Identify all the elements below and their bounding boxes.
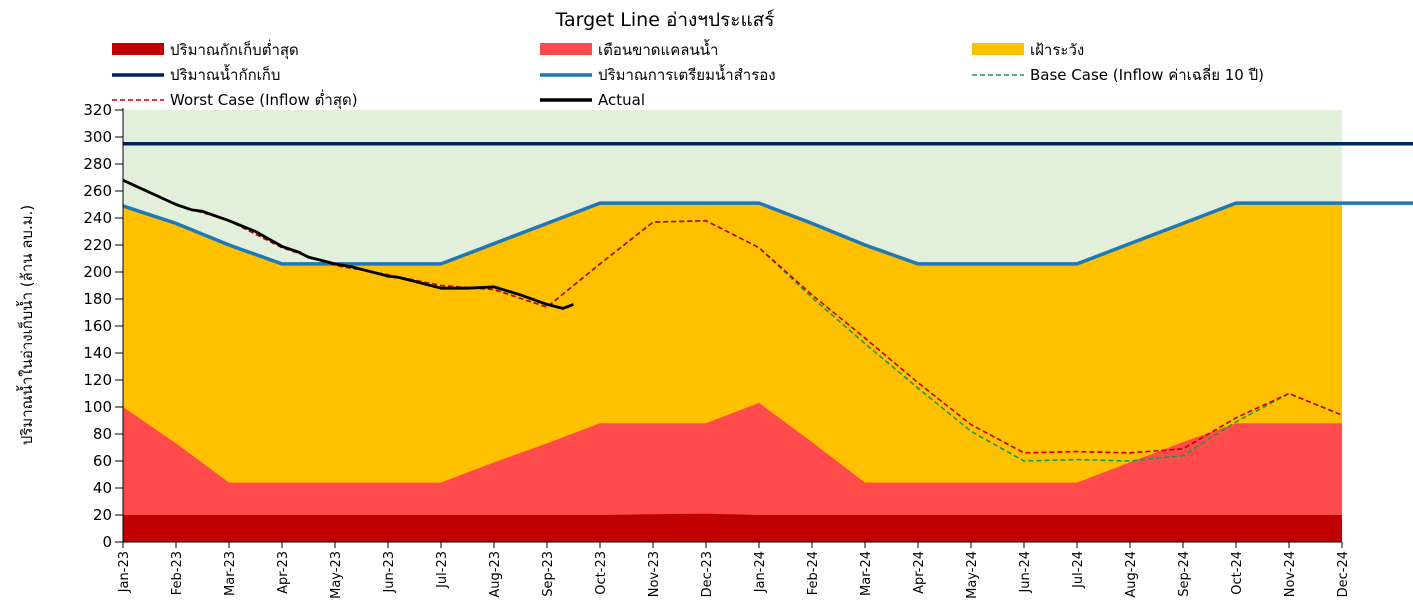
legend-swatch xyxy=(112,43,164,55)
legend-item-worst-case: Worst Case (Inflow ต่ำสุด) xyxy=(112,89,358,110)
y-tick-label: 140 xyxy=(83,344,112,362)
x-tick-label: Jun-23 xyxy=(382,551,397,594)
x-tick-label: Jan-23 xyxy=(117,551,132,593)
x-tick-label: Nov-23 xyxy=(647,551,662,597)
x-tick-label: Dec-23 xyxy=(700,551,715,597)
legend: ปริมาณกักเก็บต่ำสุด เตือนขาดแคลนน้ำ เฝ้าระ… xyxy=(112,39,1264,110)
legend-item-capacity: ปริมาณน้ำกักเก็บ xyxy=(112,64,280,84)
y-tick-label: 220 xyxy=(83,236,112,254)
x-tick-label: Aug-24 xyxy=(1124,551,1139,598)
x-tick-label: Apr-23 xyxy=(276,551,291,594)
x-tick-label: Apr-24 xyxy=(912,551,927,594)
line-actual xyxy=(122,178,574,310)
legend-label: Worst Case (Inflow ต่ำสุด) xyxy=(170,89,358,110)
x-tick-label: Nov-24 xyxy=(1283,551,1298,597)
x-tick-label: Sep-24 xyxy=(1177,551,1192,597)
y-axis: 0 20 40 60 80 100 120 140 160 180 200 220 240 260 280 3… xyxy=(83,101,124,551)
y-tick-label: 100 xyxy=(83,398,112,416)
chart-title: Target Line อ่างฯประแสร์ xyxy=(554,9,774,31)
x-tick-label: Jul-23 xyxy=(435,551,450,589)
legend-item-min-storage: ปริมาณกักเก็บต่ำสุด xyxy=(112,39,299,60)
legend-label: Actual xyxy=(598,91,645,109)
legend-swatch xyxy=(972,43,1024,55)
legend-label: ปริมาณน้ำกักเก็บ xyxy=(170,64,280,84)
x-tick-label: Feb-24 xyxy=(806,551,821,595)
x-tick-label: May-24 xyxy=(965,551,980,599)
legend-item-actual: Actual xyxy=(540,91,645,109)
x-tick-label: Dec-24 xyxy=(1336,551,1351,597)
y-tick-label: 120 xyxy=(83,371,112,389)
y-tick-label: 60 xyxy=(93,452,112,470)
y-tick-label: 260 xyxy=(83,182,112,200)
y-tick-label: 20 xyxy=(93,506,112,524)
y-tick-label: 320 xyxy=(83,101,112,119)
y-tick-label: 300 xyxy=(83,128,112,146)
legend-item-watch: เฝ้าระวัง xyxy=(972,41,1084,59)
y-tick-label: 240 xyxy=(83,209,112,227)
x-tick-label: Jan-24 xyxy=(753,551,768,593)
y-tick-label: 200 xyxy=(83,263,112,281)
area-watch xyxy=(123,203,1342,542)
y-tick-label: 40 xyxy=(93,479,112,497)
x-tick-label: Mar-23 xyxy=(223,551,238,596)
area-min-storage xyxy=(123,513,1342,542)
y-axis-label: ปริมาณน้ำในอ่างเก็บน้ำ (ล้าน ลบ.ม.) xyxy=(16,205,36,445)
legend-item-shortage-warning: เตือนขาดแคลนน้ำ xyxy=(540,39,718,59)
y-tick-label: 280 xyxy=(83,155,112,173)
x-axis: Jan-23 Feb-23 Mar-23 Apr-23 May-23 Jun-23 Jul-… xyxy=(117,541,1351,599)
legend-label: เฝ้าระวัง xyxy=(1030,41,1084,59)
x-tick-label: Aug-23 xyxy=(488,551,503,598)
legend-label: ปริมาณการเตรียมน้ำสำรอง xyxy=(598,64,776,84)
x-tick-label: Sep-23 xyxy=(541,551,556,597)
y-tick-label: 0 xyxy=(102,533,112,551)
x-tick-label: Oct-24 xyxy=(1230,551,1245,595)
legend-label: เตือนขาดแคลนน้ำ xyxy=(598,39,718,59)
y-tick-label: 160 xyxy=(83,317,112,335)
x-tick-label: May-23 xyxy=(329,551,344,599)
area-shortage-warning xyxy=(123,402,1342,542)
y-tick-label: 180 xyxy=(83,290,112,308)
legend-item-base-case: Base Case (Inflow ค่าเฉลี่ย 10 ปี) xyxy=(972,64,1264,84)
legend-label: ปริมาณกักเก็บต่ำสุด xyxy=(170,39,299,60)
plot-area xyxy=(122,110,1413,542)
legend-swatch xyxy=(540,43,592,55)
x-tick-label: Oct-23 xyxy=(594,551,609,595)
legend-item-reserve: ปริมาณการเตรียมน้ำสำรอง xyxy=(540,64,776,84)
legend-label: Base Case (Inflow ค่าเฉลี่ย 10 ปี) xyxy=(1030,64,1264,84)
x-tick-label: Jul-24 xyxy=(1071,551,1086,589)
y-tick-label: 80 xyxy=(93,425,112,443)
x-tick-label: Mar-24 xyxy=(859,551,874,596)
x-tick-label: Feb-23 xyxy=(170,551,185,595)
x-tick-label: Jun-24 xyxy=(1018,551,1033,594)
